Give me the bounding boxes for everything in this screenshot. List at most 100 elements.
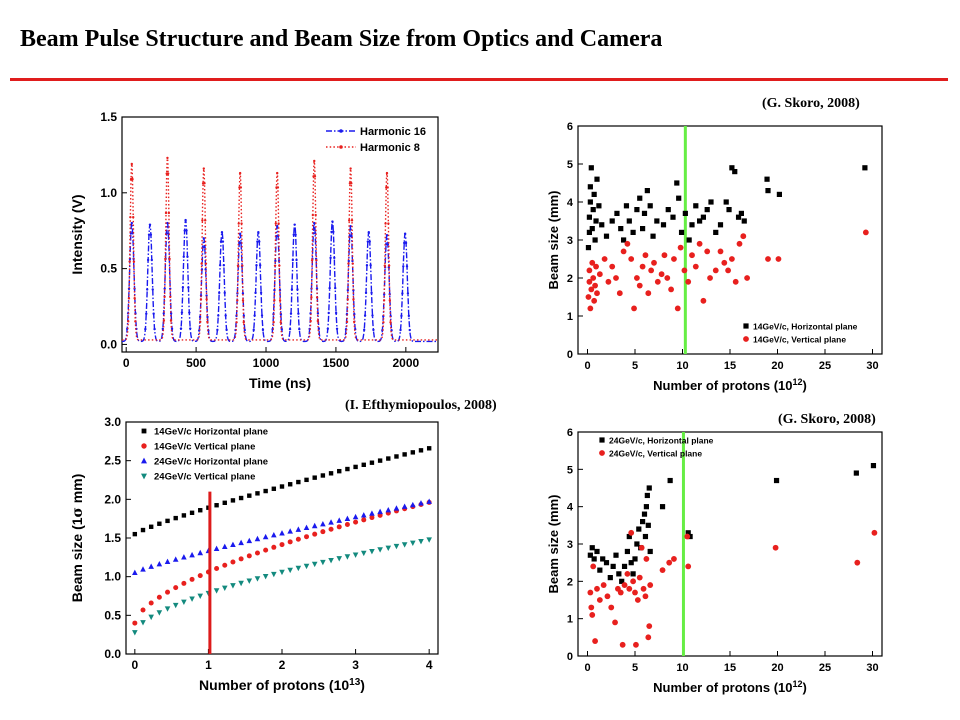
data-point [630,229,636,235]
data-point [686,237,692,243]
data-point [320,529,326,535]
data-point [197,573,203,579]
data-point [597,567,603,573]
data-point [148,614,154,621]
data-point [613,275,619,281]
data-point [185,229,188,232]
x-axis-label-exponent: 12 [793,679,803,689]
data-point [304,534,310,540]
data-point [368,240,371,243]
data-point [603,560,610,566]
data-point [659,567,666,574]
data-point [704,248,711,255]
data-point [626,585,633,592]
legend-marker [141,473,147,480]
data-point [262,574,269,580]
data-point [153,327,156,331]
y-tick-label: 1.0 [104,570,121,584]
legend: 14GeV/c, Horizontal plane 14GeV/c, Vertic… [743,322,858,345]
y-tick-label: 1 [567,311,573,323]
data-point [624,570,631,577]
data-point [151,288,154,291]
x-tick-label: 20 [771,360,783,372]
plot-frame [121,116,439,353]
data-point [644,492,650,499]
x-tick-label: 10 [676,662,688,674]
y-tick-label: 1 [567,614,573,626]
data-point [271,571,277,578]
data-point [604,593,611,600]
data-point [304,477,309,483]
data-point [406,292,410,295]
data-point [626,533,632,540]
data-point [596,271,603,278]
data-point [645,634,652,641]
data-point [586,229,592,235]
data-point [331,220,334,223]
data-point [206,315,209,319]
data-point [254,291,257,295]
data-point [206,320,209,324]
data-point [621,582,628,588]
data-point [163,295,166,298]
data-point [145,288,149,291]
data-point [418,448,424,453]
legend-marker [743,323,749,329]
data-point [130,162,133,166]
data-point [352,298,355,301]
data-point [682,210,688,216]
data-point [130,221,133,225]
data-point [258,264,262,267]
data-point [401,542,408,548]
data-point [344,554,351,560]
data-point [664,275,671,281]
x-tick-label: 30 [866,662,878,674]
data-point [681,267,688,274]
data-point [853,470,859,476]
data-point [369,510,375,516]
data-point [214,566,220,572]
data-point [854,559,861,566]
legend-marker [339,145,343,149]
data-point [410,501,416,508]
data-point [589,545,595,551]
x-tick-label: 5 [632,360,638,372]
data-point [603,233,610,239]
slide-title: Beam Pulse Structure and Beam Size from … [20,26,663,52]
credit-bottom-right: (G. Skoro, 2008) [778,412,876,427]
data-point [372,328,375,332]
data-point [279,484,285,489]
data-point [346,298,349,301]
legend: 14GeV/c Horizontal plane 14GeV/c Vertical… [141,427,268,483]
data-point [732,169,738,175]
data-point [326,327,330,330]
data-point [640,585,647,592]
data-point [204,268,207,271]
data-point [295,526,302,532]
data-point [345,466,350,472]
data-point [369,264,372,267]
data-point [361,462,366,468]
data-point [418,500,424,506]
data-point [279,321,282,324]
plot-area [587,432,878,656]
data-point [328,526,334,532]
data-point [287,539,293,545]
data-point [230,583,236,589]
data-point [772,544,779,551]
data-point [262,533,269,540]
data-point [385,545,392,551]
data-point [366,240,370,243]
data-point [144,327,147,331]
data-point [685,530,691,536]
data-point [132,531,138,537]
data-point [148,563,154,569]
data-point [776,191,782,197]
series-14gev-c-vertical-plane [585,229,869,312]
data-point [418,538,424,545]
data-point [337,468,342,474]
data-point [638,544,645,551]
data-point [712,267,719,274]
data-point [253,314,256,317]
data-point [157,521,162,526]
